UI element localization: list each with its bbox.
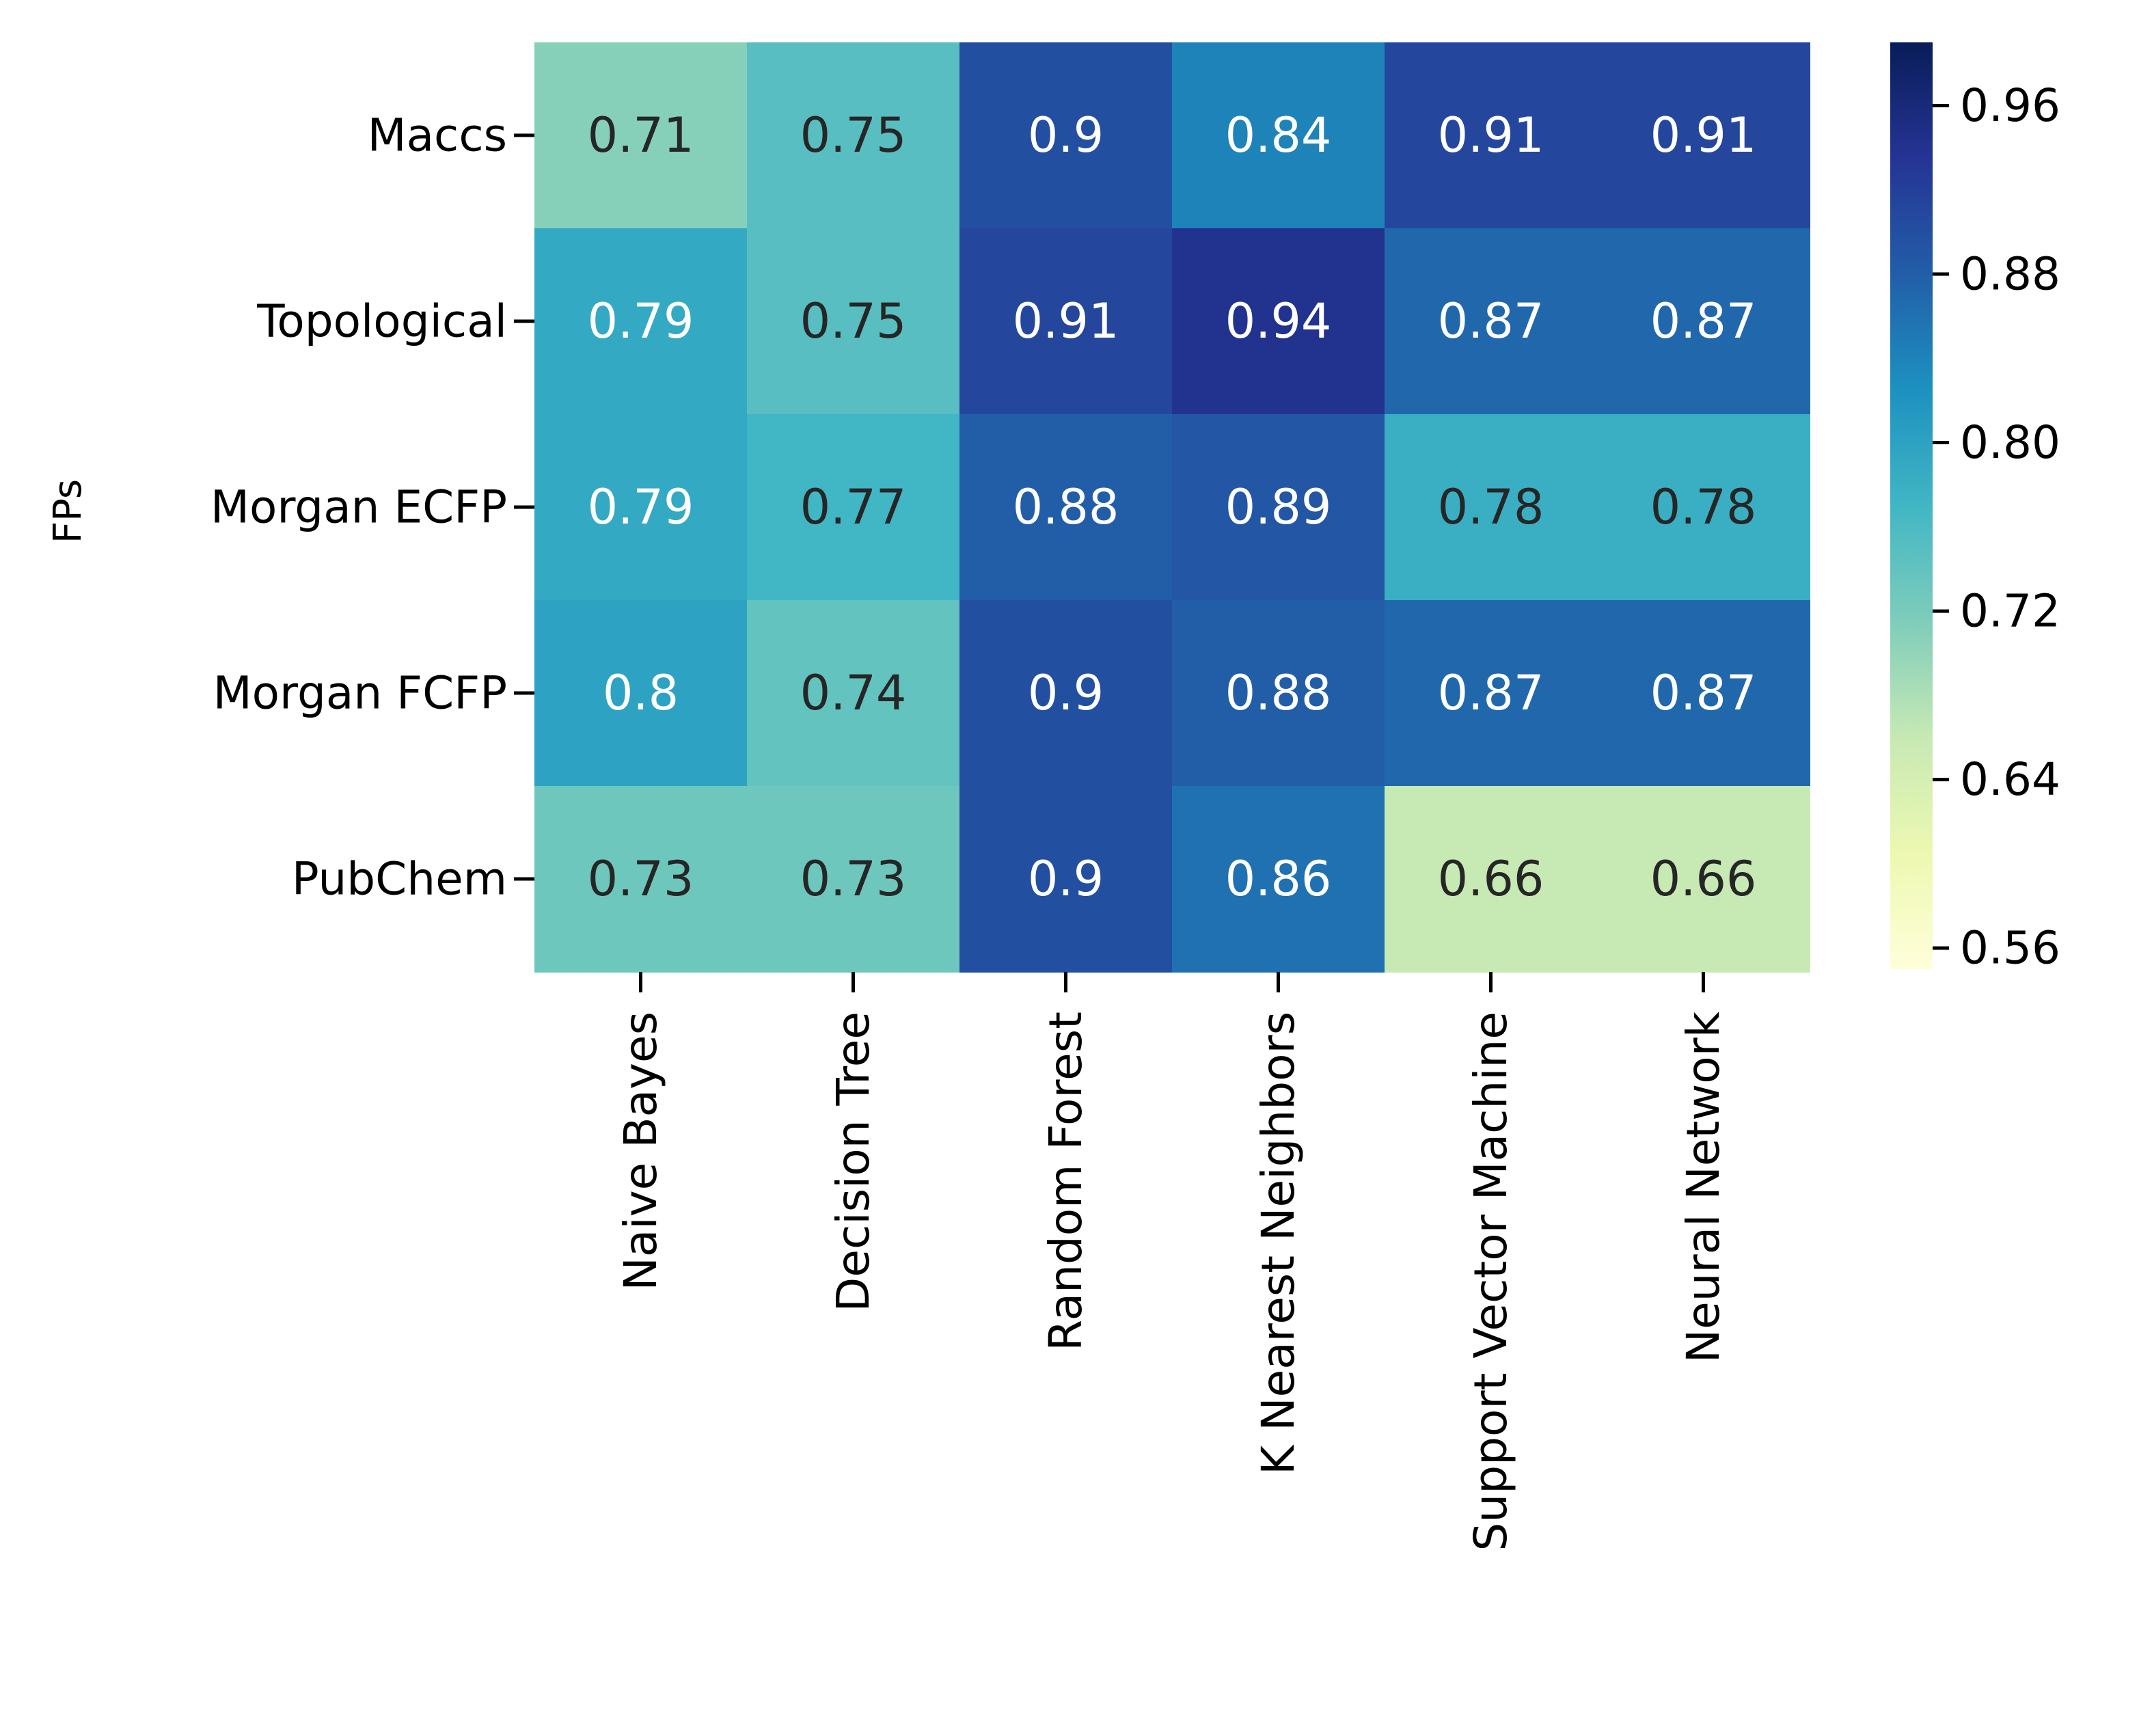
cell-value-label: 0.91	[1650, 107, 1757, 163]
colorbar	[1890, 42, 1933, 969]
heatmap-cell	[1385, 414, 1598, 601]
y-tick-label: Topological	[256, 295, 507, 348]
cell-value-label: 0.91	[1013, 293, 1119, 349]
cell-value-label: 0.78	[1650, 479, 1757, 535]
cell-value-label: 0.87	[1438, 665, 1544, 721]
x-tick-label: K Nearest Neighbors	[1252, 1012, 1305, 1475]
colorbar-tick-label: 0.72	[1960, 585, 2060, 638]
heatmap-cell	[959, 414, 1173, 601]
cell-value-label: 0.87	[1650, 293, 1757, 349]
cell-value-label: 0.75	[800, 293, 907, 349]
heatmap-cell	[747, 42, 960, 229]
cell-value-label: 0.89	[1225, 479, 1332, 535]
heatmap-cell	[1597, 228, 1810, 415]
colorbar-ticks: 0.56 0.64 0.72 0.80 0.88 0.96	[1933, 79, 2060, 975]
y-tick-label: Morgan ECFP	[210, 481, 507, 534]
cell-value-label: 0.78	[1438, 479, 1544, 535]
cell-value-label: 0.87	[1650, 665, 1757, 721]
cell-value-label: 0.9	[1028, 851, 1104, 907]
cell-value-label: 0.66	[1650, 851, 1757, 907]
x-tick-label: Support Vector Machine	[1464, 1012, 1517, 1551]
heatmap-cell	[959, 600, 1173, 787]
x-tick-label: Random Forest	[1039, 1012, 1092, 1351]
y-tick-label: PubChem	[292, 853, 507, 906]
cell-value-label: 0.79	[588, 293, 694, 349]
cell-value-label: 0.88	[1225, 665, 1332, 721]
heatmap-cell	[1385, 228, 1598, 415]
heatmap-cell	[1597, 600, 1810, 787]
cell-value-label: 0.87	[1438, 293, 1544, 349]
cell-value-label: 0.8	[603, 665, 679, 721]
heatmap-cell	[534, 600, 748, 787]
cell-value-label: 0.94	[1225, 293, 1332, 349]
colorbar-tick-label: 0.80	[1960, 416, 2060, 469]
heatmap-cell	[534, 42, 748, 229]
heatmap-cell	[747, 600, 960, 787]
cell-value-label: 0.86	[1225, 851, 1332, 907]
x-tick-label: Naive Bayes	[614, 1012, 667, 1291]
heatmap-cell	[747, 414, 960, 601]
cell-value-label: 0.74	[800, 665, 907, 721]
heatmap-cell	[534, 414, 748, 601]
heatmap-cell	[1172, 228, 1385, 415]
heatmap-cell	[534, 786, 748, 973]
heatmap-cell	[959, 228, 1173, 415]
colorbar-tick-label: 0.64	[1960, 753, 2060, 806]
heatmap-cell	[1385, 42, 1598, 229]
heatmap-cell	[1385, 786, 1598, 973]
cell-value-label: 0.9	[1028, 665, 1104, 721]
colorbar-tick-label: 0.96	[1960, 79, 2060, 132]
cell-value-label: 0.88	[1013, 479, 1119, 535]
x-tick-label: Neural Network	[1677, 1011, 1730, 1363]
heatmap-cell	[1385, 600, 1598, 787]
heatmap-cell	[959, 786, 1173, 973]
cell-value-label: 0.91	[1438, 107, 1544, 163]
y-tick-label: Morgan FCFP	[213, 667, 507, 720]
heatmap-cell	[1172, 600, 1385, 787]
x-axis: Naive Bayes Decision Tree Random Forest K N…	[614, 972, 1730, 1551]
heatmap-cell	[1172, 414, 1385, 601]
cell-value-label: 0.73	[588, 851, 694, 907]
heatmap-cell	[1597, 786, 1810, 973]
heatmap-cell	[747, 786, 960, 973]
cell-value-label: 0.79	[588, 479, 694, 535]
x-tick-label: Decision Tree	[827, 1012, 880, 1312]
y-axis-title: FPs	[46, 479, 90, 543]
heatmap-cell	[1597, 42, 1810, 229]
heatmap-cell	[534, 228, 748, 415]
heatmap-cell	[1172, 786, 1385, 973]
heatmap-cell-labels: 0.71 0.75 0.9 0.84 0.91 0.91 0.79 0.75 0.91 0.94 0…	[588, 107, 1757, 907]
colorbar-tick-label: 0.88	[1960, 248, 2060, 301]
heatmap-cell	[1172, 42, 1385, 229]
y-tick-label: Maccs	[368, 109, 507, 162]
cell-value-label: 0.66	[1438, 851, 1544, 907]
cell-value-label: 0.71	[588, 107, 694, 163]
heatmap-cells	[534, 42, 1810, 973]
heatmap-cell	[1597, 414, 1810, 601]
cell-value-label: 0.73	[800, 851, 907, 907]
heatmap-cell	[747, 228, 960, 415]
colorbar-tick-label: 0.56	[1960, 922, 2060, 975]
cell-value-label: 0.84	[1225, 107, 1332, 163]
cell-value-label: 0.75	[800, 107, 907, 163]
cell-value-label: 0.9	[1028, 107, 1104, 163]
y-axis: Maccs Topological Morgan ECFP Morgan FCFP Pu…	[210, 109, 534, 906]
heatmap-cell	[959, 42, 1173, 229]
cell-value-label: 0.77	[800, 479, 907, 535]
